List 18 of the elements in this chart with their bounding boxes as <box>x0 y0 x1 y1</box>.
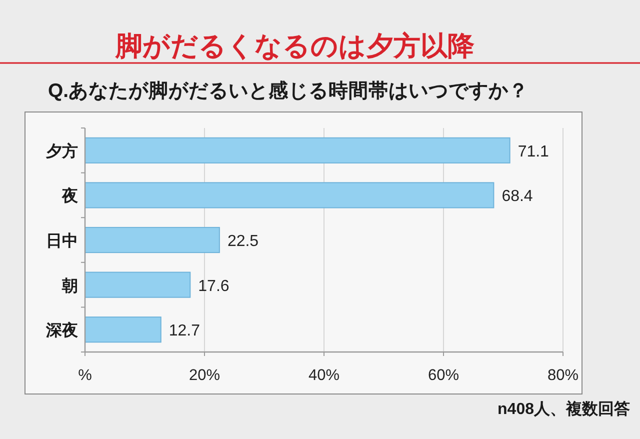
category-label: 夜 <box>62 188 78 206</box>
subtitle: Q.あなたが脚がだるいと感じる時間帯はいつですか？ <box>48 80 529 102</box>
data-label: 12.7 <box>168 322 200 340</box>
data-label: 68.4 <box>502 188 533 206</box>
title: 脚がだるくなるのは夕方以降 <box>116 31 474 61</box>
data-label: 17.6 <box>198 278 230 295</box>
x-tick-label: 40% <box>308 367 340 384</box>
data-label: 71.1 <box>518 143 549 160</box>
category-label: 朝 <box>62 278 78 295</box>
category-label: 夕方 <box>46 143 78 160</box>
x-tick-label: 80% <box>547 367 579 384</box>
x-tick-label: 60% <box>428 367 460 384</box>
x-tick-label: % <box>78 367 92 384</box>
x-tick-label: 20% <box>188 367 220 384</box>
data-label: 22.5 <box>227 233 259 250</box>
category-label: 深夜 <box>46 322 78 340</box>
annotation: n408人、複数回答 <box>498 401 630 418</box>
category-label: 日中 <box>46 233 78 250</box>
